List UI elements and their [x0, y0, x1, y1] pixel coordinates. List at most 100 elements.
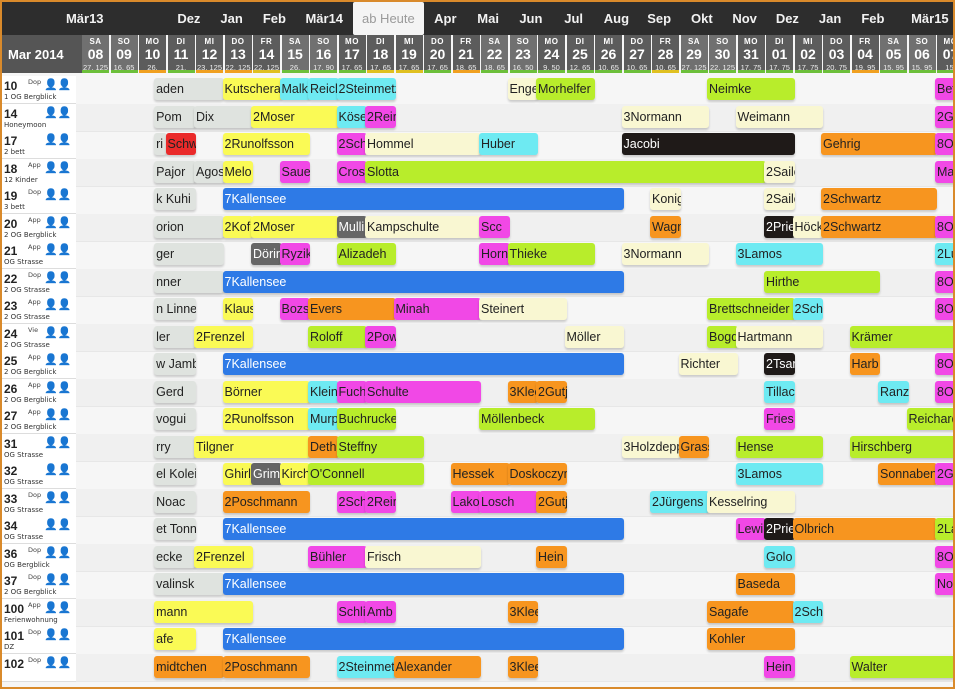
booking-bar[interactable]: Deth — [308, 435, 339, 458]
day-header-cell[interactable]: SA 22 18. 65 — [481, 35, 508, 73]
booking-bar[interactable]: 2Schi — [792, 600, 823, 623]
room-label[interactable]: 25 App 👤👤 2 OG Bergblick — [2, 351, 76, 379]
day-header-cell[interactable]: MI 02 17. 75 — [794, 35, 822, 73]
room-label[interactable]: 21 App 👤👤 OG Strasse — [2, 241, 76, 269]
booking-bar[interactable]: 2Gutj — [536, 490, 567, 513]
booking-bar[interactable]: 2Frenzel — [194, 545, 253, 568]
day-header-cell[interactable]: FR 21 18. 65 — [452, 35, 480, 73]
room-label[interactable]: 14 👤👤 Honeymoon — [2, 103, 76, 132]
day-header-cell[interactable]: MO 24 9. 50 — [538, 35, 565, 73]
booking-bar[interactable]: Fries — [764, 408, 795, 430]
room-label[interactable]: 31 👤👤 OG Strasse — [2, 433, 76, 462]
booking-bar[interactable]: Walter — [849, 655, 953, 678]
booking-bar[interactable]: 2Laack — [935, 518, 953, 540]
booking-bar[interactable]: Hein — [536, 545, 567, 568]
day-header-cell[interactable]: SO 06 15. 95 — [908, 35, 936, 73]
booking-bar[interactable]: et Tonn — [154, 518, 196, 540]
booking-bar[interactable]: 3Klee — [507, 380, 538, 403]
booking-bar[interactable]: Thieke — [507, 243, 595, 265]
booking-bar[interactable]: Dix — [194, 105, 253, 128]
day-header-cell[interactable]: DI 11 21. — [167, 35, 195, 73]
booking-bar[interactable]: 3Lamos — [735, 243, 823, 265]
booking-bar[interactable]: Slotta — [365, 160, 766, 183]
booking-bar[interactable]: Gehrig — [821, 133, 937, 155]
booking-bar[interactable]: 2Frenzel — [194, 325, 253, 348]
month-tab[interactable]: Mai — [477, 11, 499, 26]
month-tab[interactable]: Jun — [519, 11, 543, 26]
day-header-cell[interactable]: MO 17 17. 65 — [338, 35, 366, 73]
today-button[interactable]: ab Heute — [352, 2, 424, 35]
booking-bar[interactable]: 2Jürgens — [650, 490, 709, 513]
booking-bar[interactable]: Enge — [507, 78, 538, 100]
booking-bar[interactable]: 7Kallensee — [222, 573, 624, 595]
booking-bar[interactable]: Buchrucker — [336, 408, 396, 430]
booking-bar[interactable]: 8Och — [935, 545, 953, 568]
day-header-cell[interactable]: FR 04 19. 95 — [851, 35, 879, 73]
booking-bar[interactable]: Weimann — [735, 105, 823, 128]
booking-bar[interactable]: 3Klee — [507, 600, 538, 623]
booking-bar[interactable]: Richter — [678, 353, 738, 375]
booking-bar[interactable]: Bozsi — [279, 298, 310, 320]
booking-bar[interactable]: 3Normann — [621, 243, 709, 265]
room-label[interactable]: 32 👤👤 OG Strasse — [2, 461, 76, 489]
booking-bar[interactable]: Murp — [308, 408, 339, 430]
booking-bar[interactable]: midtchen — [154, 655, 225, 678]
day-header-cell[interactable]: MO0715. — [937, 35, 953, 73]
day-header-cell[interactable]: DI 01 17. 75 — [766, 35, 793, 73]
booking-bar[interactable]: Höck — [792, 215, 823, 238]
booking-bar[interactable]: Harb — [849, 353, 880, 375]
day-header-cell[interactable]: SA 15 26. — [281, 35, 309, 73]
day-header-cell[interactable]: SO 23 16. 50 — [509, 35, 537, 73]
booking-bar[interactable]: 2Gutj — [536, 380, 567, 403]
booking-bar[interactable]: Hirthe — [764, 270, 880, 293]
booking-bar[interactable]: Alizadeh — [336, 243, 396, 265]
booking-bar[interactable]: Möllenbeck — [479, 408, 595, 430]
room-label[interactable]: 23 App 👤👤 2 OG Strasse — [2, 296, 76, 324]
booking-bar[interactable]: Steinert — [479, 298, 567, 320]
day-header-cell[interactable]: SA 05 15. 95 — [880, 35, 907, 73]
booking-bar[interactable]: 2Schi — [336, 490, 367, 513]
month-tab[interactable]: Feb — [861, 11, 885, 26]
booking-bar[interactable]: 2Saile — [764, 188, 795, 210]
booking-bar[interactable]: Neimke — [707, 78, 795, 100]
booking-bar[interactable]: ler — [154, 325, 196, 348]
room-label[interactable]: 100 App 👤👤 Ferienwohnung — [2, 598, 76, 627]
day-header-cell[interactable]: DO 20 17. 65 — [424, 35, 451, 73]
room-label[interactable]: 19 Dop 👤👤 3 bett — [2, 186, 76, 214]
room-label[interactable]: 26 App 👤👤 2 OG Bergblick — [2, 378, 76, 407]
day-header-cell[interactable]: SA 29 27. 125 — [680, 35, 708, 73]
room-label[interactable]: 102 Dop 👤👤 — [2, 653, 76, 682]
month-tab[interactable]: Apr — [434, 11, 457, 26]
booking-bar[interactable]: Losch — [479, 490, 538, 513]
booking-bar[interactable]: Scc — [479, 215, 510, 238]
month-tab[interactable]: Mär14 — [305, 11, 344, 26]
booking-bar[interactable]: Konig — [650, 188, 681, 210]
day-header-cell[interactable]: DO 13 22. 125 — [224, 35, 252, 73]
booking-bar[interactable]: 8Och — [935, 270, 953, 293]
day-header-cell[interactable]: FR 28 10. 65 — [652, 35, 679, 73]
booking-bar[interactable]: Hein — [764, 655, 795, 678]
booking-bar[interactable]: Marx — [935, 160, 953, 183]
day-header-cell[interactable]: SO 09 16. 65 — [110, 35, 138, 73]
booking-bar[interactable]: 3Holzdepp — [621, 435, 681, 458]
booking-bar[interactable]: Lako — [450, 490, 481, 513]
booking-bar[interactable]: Pom — [154, 105, 196, 128]
booking-bar[interactable]: rry — [154, 435, 196, 458]
booking-bar[interactable]: afe — [154, 628, 196, 650]
room-label[interactable]: 27 App 👤👤 2 OG Bergblick — [2, 406, 76, 434]
month-tab[interactable]: Mär15 — [911, 11, 949, 26]
booking-bar[interactable]: 2Schwartz — [821, 215, 937, 238]
booking-bar[interactable]: Kutschera — [222, 78, 282, 100]
booking-bar[interactable]: Baseda — [735, 573, 795, 595]
booking-bar[interactable]: Gerd — [154, 380, 196, 403]
booking-bar[interactable]: Fuch — [336, 380, 367, 403]
booking-bar[interactable]: Schulte — [365, 380, 481, 403]
booking-bar[interactable]: Alexander — [393, 655, 481, 678]
room-label[interactable]: 18 App 👤👤 12 Kinder — [2, 158, 76, 187]
booking-bar[interactable]: 2Schi — [336, 133, 367, 155]
booking-bar[interactable]: Roloff — [308, 325, 367, 348]
booking-bar[interactable]: 3Lamos — [735, 463, 823, 485]
booking-bar[interactable]: ri — [154, 133, 168, 155]
booking-bar[interactable]: Ghirl — [222, 463, 253, 485]
month-tab[interactable]: Aug — [603, 11, 630, 26]
